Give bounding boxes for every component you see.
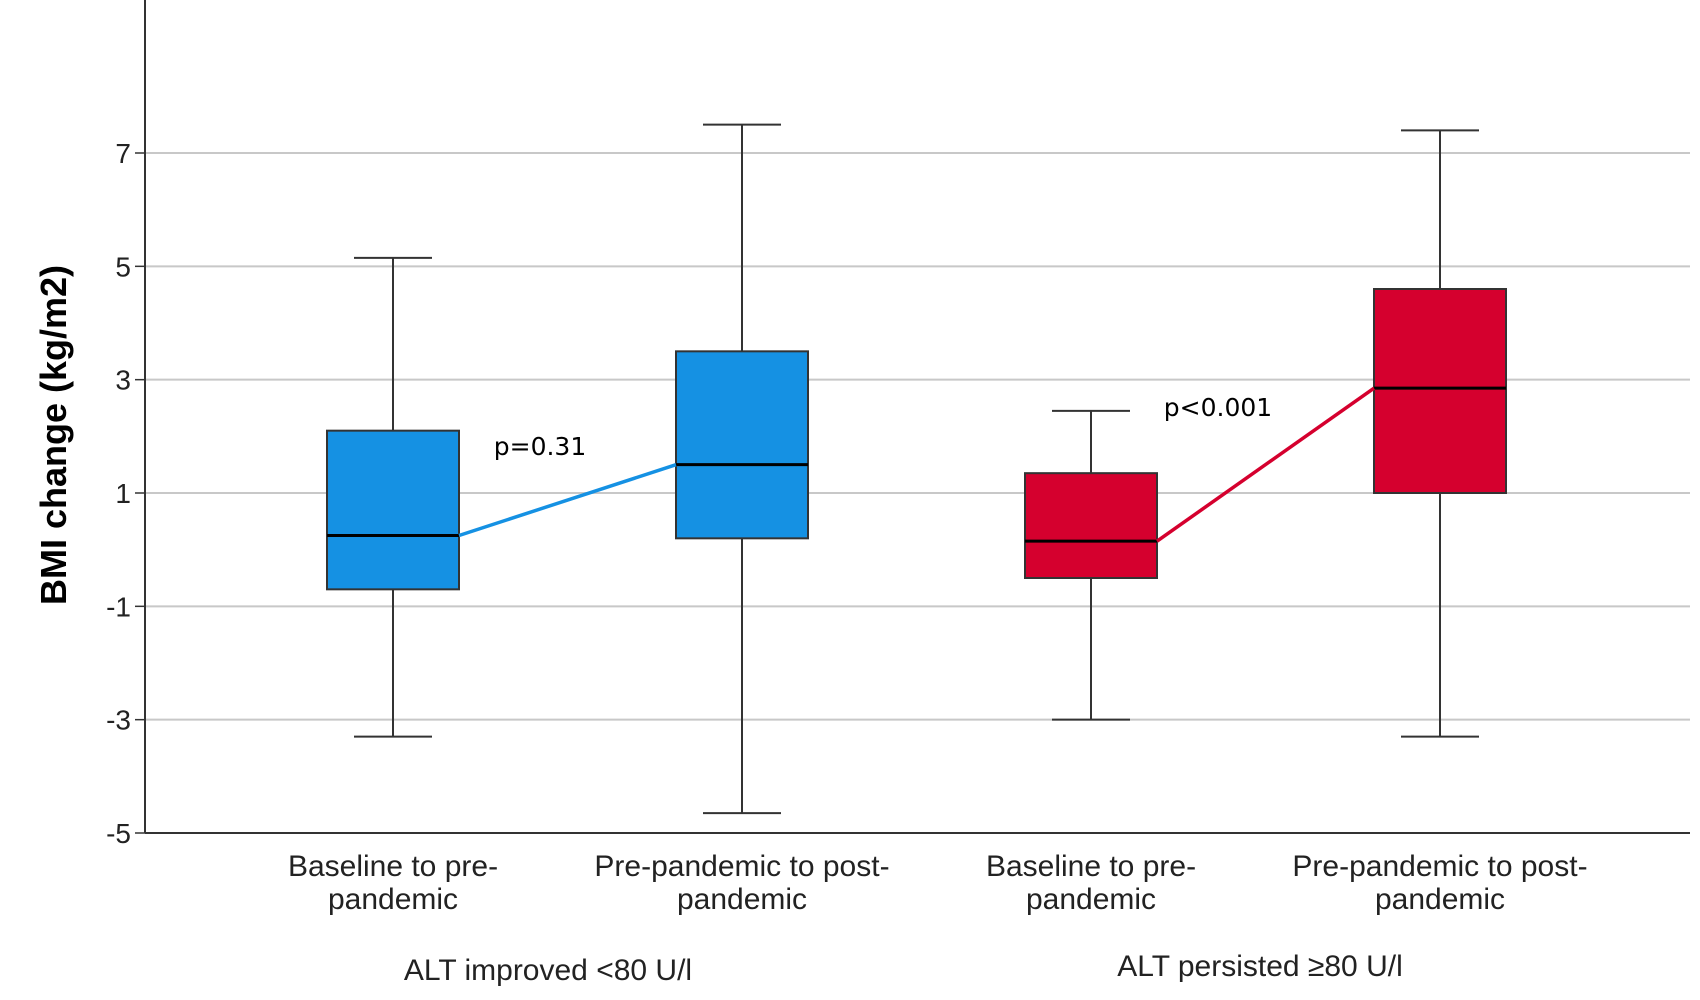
x-category-label: pandemic	[1375, 883, 1505, 916]
box-iqr	[675, 350, 809, 540]
y-tick-label: 3	[115, 365, 131, 396]
x-category-label: pandemic	[328, 883, 458, 916]
y-tick-label: 5	[115, 251, 131, 282]
x-category-label: Baseline to pre-	[986, 850, 1196, 883]
x-category-label: pandemic	[677, 883, 807, 916]
median-connector-line	[458, 463, 677, 538]
y-tick-label: 1	[115, 478, 131, 509]
x-category-label: Baseline to pre-	[288, 850, 498, 883]
p-value-annotation: p<0.001	[1164, 393, 1272, 422]
y-tick-label: -1	[106, 591, 131, 622]
y-tick-label: -5	[106, 818, 131, 849]
p-value-annotation: p=0.31	[494, 432, 586, 461]
y-tick-label: 7	[115, 138, 131, 169]
x-category-label: Pre-pandemic to post-	[1292, 850, 1587, 883]
group-label: ALT persisted ≥80 U/l	[1117, 950, 1402, 983]
x-category-label: Pre-pandemic to post-	[594, 850, 889, 883]
y-axis-title: BMI change (kg/m2)	[33, 265, 74, 605]
box-iqr	[1373, 288, 1507, 494]
x-category-label: pandemic	[1026, 883, 1156, 916]
y-tick-label: -3	[106, 705, 131, 736]
box-iqr	[326, 429, 460, 591]
box-iqr	[1024, 472, 1158, 579]
box-series	[326, 123, 1507, 815]
axes	[135, 0, 1690, 834]
group-label: ALT improved <80 U/l	[404, 954, 692, 987]
median-connector-line	[1155, 386, 1376, 543]
